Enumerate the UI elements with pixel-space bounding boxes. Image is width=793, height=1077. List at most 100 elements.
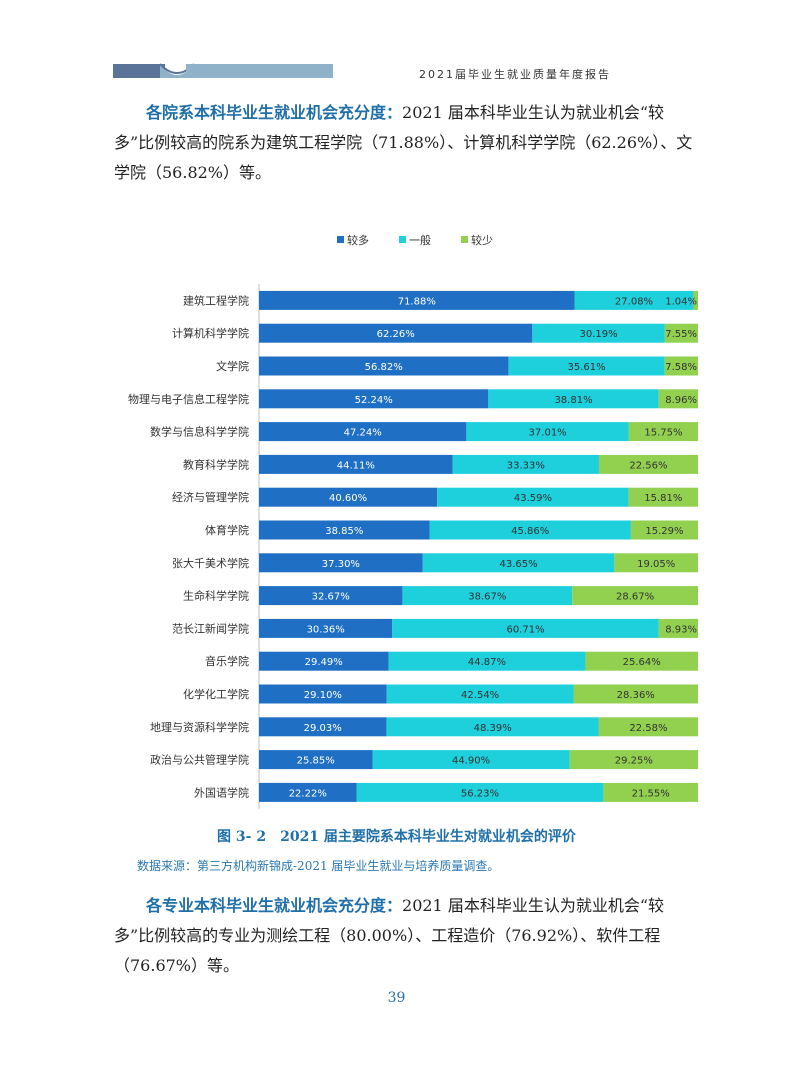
bar-segment [508, 356, 665, 376]
category-label: 数学与信息科学学院 [150, 425, 249, 439]
data-label: 29.25% [615, 756, 653, 767]
data-label: 27.08% [615, 296, 653, 307]
data-label: 7.58% [665, 362, 697, 373]
data-label: 35.61% [568, 362, 606, 373]
data-label: 37.01% [529, 428, 567, 439]
data-label: 8.96% [665, 395, 697, 406]
data-label: 15.81% [644, 493, 682, 504]
category-label: 音乐学院 [205, 654, 249, 668]
bar-segment [259, 717, 387, 737]
header-decoration-right [186, 64, 333, 78]
data-label: 19.05% [637, 559, 675, 570]
paragraph-body: 2021 届本科毕业生认为就业机会“较多”比例较高的院系为建筑工程学院（71.8… [114, 103, 693, 182]
paragraph-lead: 各专业本科毕业生就业机会充分度： [146, 896, 403, 915]
data-label: 56.82% [365, 362, 403, 373]
bar-segment [614, 553, 698, 573]
bar-segment [259, 750, 373, 770]
data-label: 15.75% [644, 428, 682, 439]
bar-segment [386, 717, 599, 737]
bar-segment [628, 487, 698, 507]
bar-segment [664, 356, 699, 376]
category-label: 计算机科学学院 [172, 326, 249, 340]
bar-segment [630, 520, 698, 540]
data-label: 33.33% [507, 460, 545, 471]
data-label: 44.11% [337, 460, 375, 471]
bar-segment [259, 651, 389, 671]
legend-swatch-0 [337, 236, 344, 243]
bar-segment [658, 618, 698, 638]
paragraph-lead: 各院系本科毕业生就业机会充分度： [146, 103, 403, 122]
bar-segment [569, 750, 698, 770]
header-decoration-left [113, 64, 165, 78]
paragraph-body: 2021 届本科毕业生认为就业机会“较多”比例较高的专业为测绘工程（80.00%… [114, 896, 665, 975]
bar-segment [429, 520, 631, 540]
category-label: 张大千美术学院 [172, 556, 249, 570]
bar-segment [658, 389, 699, 409]
data-label: 37.30% [322, 559, 360, 570]
bar-segment [598, 454, 698, 474]
data-label: 28.67% [616, 592, 654, 603]
data-label: 38.67% [468, 592, 506, 603]
data-label: 21.55% [632, 788, 670, 799]
data-label: 25.64% [623, 657, 661, 668]
category-label: 物理与电子信息工程学院 [128, 392, 249, 406]
data-label: 32.67% [312, 592, 350, 603]
bar-segment [402, 586, 573, 606]
data-label: 40.60% [329, 493, 367, 504]
bar-segment [388, 651, 586, 671]
bar-segment [585, 651, 698, 671]
category-label: 地理与资源科学学院 [150, 720, 249, 734]
bar-segment [572, 586, 699, 606]
bar-segment [693, 290, 698, 310]
data-label: 30.36% [307, 624, 345, 635]
data-label: 42.54% [461, 690, 499, 701]
data-label: 43.65% [499, 559, 537, 570]
bar-segment [664, 323, 698, 343]
bar-segment [259, 323, 533, 343]
bar-segment [488, 389, 659, 409]
data-label: 22.58% [629, 723, 667, 734]
data-label: 44.90% [452, 756, 490, 767]
category-label: 体育学院 [205, 523, 249, 537]
bar-segment [259, 487, 438, 507]
data-label: 25.85% [297, 756, 335, 767]
category-label: 文学院 [216, 359, 249, 373]
data-label: 45.86% [511, 526, 549, 537]
category-label: 生命科学学院 [183, 589, 249, 603]
bar-segment [372, 750, 570, 770]
data-label: 60.71% [506, 624, 544, 635]
data-label: 29.49% [305, 657, 343, 668]
bar-segment [603, 782, 698, 802]
bar-segment [437, 487, 629, 507]
data-label: 8.93% [665, 624, 697, 635]
legend-swatch-1 [399, 236, 406, 243]
bar-segment [259, 782, 357, 802]
data-label: 29.03% [304, 723, 342, 734]
data-label: 44.87% [468, 657, 506, 668]
bar-segment [259, 520, 430, 540]
bar-segment [466, 422, 629, 442]
data-label: 38.81% [554, 395, 592, 406]
category-label: 政治与公共管理学院 [150, 753, 249, 767]
bar-segment [392, 618, 659, 638]
category-label: 教育科学学院 [183, 457, 249, 471]
bar-segment [259, 290, 575, 310]
data-label: 30.19% [580, 329, 618, 340]
bar-segment [356, 782, 604, 802]
page-number: 39 [387, 990, 406, 1006]
data-label: 43.59% [514, 493, 552, 504]
category-label: 经济与管理学院 [172, 490, 249, 504]
bar-segment [259, 454, 453, 474]
bar-segment [598, 717, 698, 737]
bar-segment [573, 684, 698, 704]
category-label: 外国语学院 [194, 785, 249, 799]
data-label: 47.24% [344, 428, 382, 439]
bar-segment [259, 553, 423, 573]
bar-segment [574, 290, 694, 310]
paragraph-college-opportunity: 各院系本科毕业生就业机会充分度：2021 届本科毕业生认为就业机会“较多”比例较… [114, 98, 704, 188]
bar-segment [386, 684, 574, 704]
figure-source: 数据来源：第三方机构新锦成-2021 届毕业生就业与培养质量调查。 [137, 859, 500, 873]
data-label: 71.88% [398, 296, 436, 307]
legend-label-2: 较少 [471, 233, 493, 247]
